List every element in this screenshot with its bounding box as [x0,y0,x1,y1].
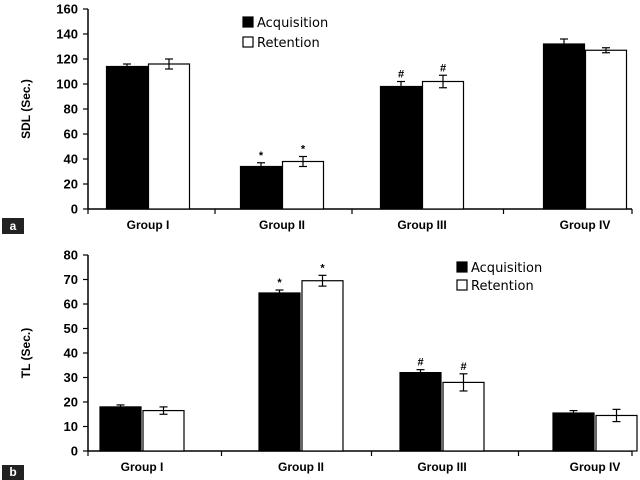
panel-b-category-label: Group IV [570,460,621,474]
panel-b-y-tick-label: 0 [71,444,78,459]
panel-a-bar-acquisition [105,65,149,210]
panel-b-bar-retention [442,381,485,452]
panel-a-y-tick-label: 20 [64,177,78,192]
panel-a-y-axis-label: SDL (Sec.) [19,79,33,139]
panel-a-significance-marker: * [301,144,306,156]
panel-b-y-tick-label: 80 [64,248,78,263]
panel-b-bar-retention [301,280,344,452]
panel-b-y-tick-label: 10 [64,419,78,434]
panel-b-legend-label: Retention [471,279,534,294]
panel-a-significance-marker: * [259,150,264,162]
panel-a-legend-label: Retention [257,36,320,51]
panel-b-significance-marker: # [460,361,466,373]
panel-a-y-tick-label: 100 [56,77,78,92]
panel-a-bar-acquisition [239,165,283,210]
panel-a-legend-label: Acquisition [257,16,328,31]
panel-b-significance-marker: # [417,357,423,369]
panel-b-y-tick-label: 20 [64,395,78,410]
panel-a-bar-retention [147,63,191,210]
panel-b-y-tick-label: 70 [64,272,78,287]
panel-b-bar-acquisition [552,412,595,452]
panel-b-bar-acquisition [258,292,301,452]
panel-b-y-tick-label: 50 [64,321,78,336]
panel-a-y-tick-label: 80 [64,102,78,117]
panel-a-significance-marker: # [440,62,446,74]
panel-b-category-label: Group III [417,460,466,474]
panel-a-category-label: Group I [127,218,170,232]
panel-a-y-tick-label: 0 [71,202,78,217]
panel-a-y-tick-label: 140 [56,27,78,42]
panel-a-bar-retention [281,160,325,210]
panel-b-category-label: Group I [121,460,164,474]
panel-b-legend-swatch [456,261,468,273]
panel-a-y-tick-label: 120 [56,52,78,67]
panel-a-category-label: Group III [397,218,446,232]
panel-b-panel-badge [2,465,24,480]
panel-a-bar-retention [421,80,465,210]
panel-b-category-label: Group II [278,460,324,474]
panel-b-legend-swatch [456,279,468,291]
panel-a-legend-swatch [242,16,254,28]
panel-b-bar-acquisition [99,406,142,452]
panel-a-y-tick-label: 40 [64,152,78,167]
panel-b-significance-marker: * [277,277,282,289]
panel-a-bar-acquisition [379,85,423,210]
panel-a-panel-label: a [10,219,17,233]
panel-b-legend-label: Acquisition [471,261,542,276]
panel-a-y-tick-label: 160 [56,2,78,17]
panel-a-y-tick-label: 60 [64,127,78,142]
panel-b-bar-retention [142,409,185,452]
panel-a-significance-marker: # [398,69,404,81]
panel-b-significance-marker: * [320,262,325,274]
panel-b-bar-acquisition [399,372,442,452]
panel-a-legend-swatch [242,36,254,48]
panel-b-y-tick-label: 30 [64,370,78,385]
panel-b-panel-label: b [9,465,16,479]
panel-b-y-tick-label: 60 [64,297,78,312]
panel-a-bar-retention [584,49,628,210]
panel-a-bar-acquisition [542,43,586,210]
panel-b-y-axis-label: TL (Sec.) [19,328,33,378]
panel-a-panel-badge [2,218,24,234]
panel-a-category-label: Group II [259,218,305,232]
panel-b-y-tick-label: 40 [64,346,78,361]
panel-a-category-label: Group IV [560,218,611,232]
